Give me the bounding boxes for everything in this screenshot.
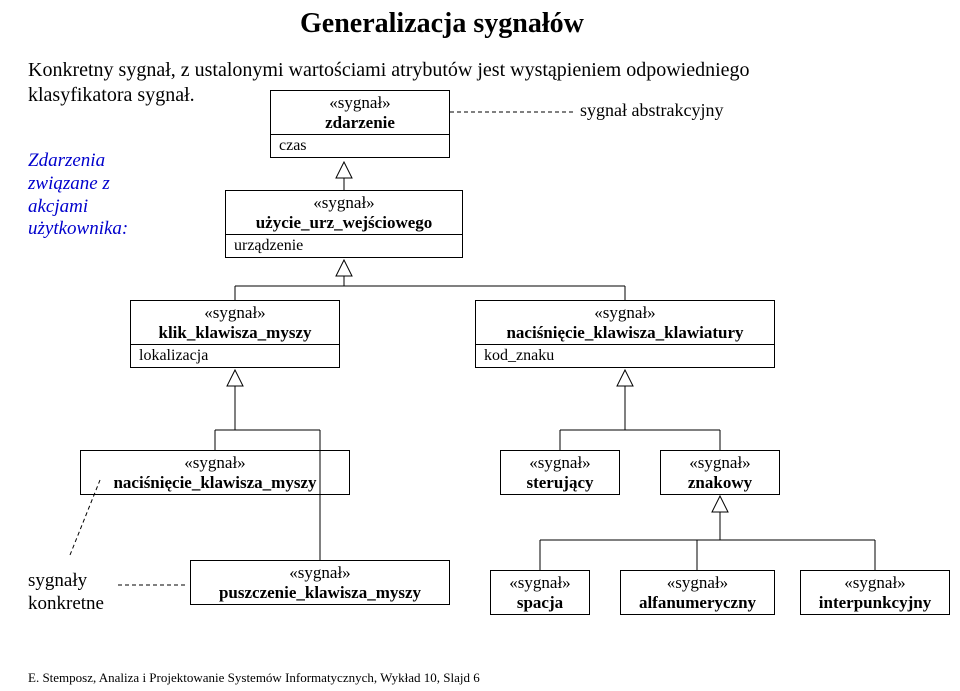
node-znakowy: «sygnał» znakowy xyxy=(660,450,780,495)
intro-line2: klasyfikatora sygnał. xyxy=(28,84,195,106)
abstract-signal-label: sygnał abstrakcyjny xyxy=(580,100,723,121)
side-label: Zdarzenia związane z akcjami użytkownika… xyxy=(28,150,128,241)
node-klik: «sygnał» klik_klawisza_myszy lokalizacja xyxy=(130,300,340,368)
concrete-signals-label: sygnały konkretne xyxy=(28,570,104,616)
node-nacis-mysz: «sygnał» naciśnięcie_klawisza_myszy xyxy=(80,450,350,495)
node-spacja: «sygnał» spacja xyxy=(490,570,590,615)
node-nacis-klaw: «sygnał» naciśnięcie_klawisza_klawiatury… xyxy=(475,300,775,368)
node-puszczenie: «sygnał» puszczenie_klawisza_myszy xyxy=(190,560,450,605)
intro-line1: Konkretny sygnał, z ustalonymi wartościa… xyxy=(28,59,750,81)
page-title: Generalizacja sygnałów xyxy=(300,8,584,40)
node-sterujacy: «sygnał» sterujący xyxy=(500,450,620,495)
node-uzycie: «sygnał» użycie_urz_wejściowego urządzen… xyxy=(225,190,463,258)
node-interp: «sygnał» interpunkcyjny xyxy=(800,570,950,615)
footer: E. Stemposz, Analiza i Projektowanie Sys… xyxy=(28,670,480,686)
node-alfanum: «sygnał» alfanumeryczny xyxy=(620,570,775,615)
node-zdarzenie: «sygnał» zdarzenie czas xyxy=(270,90,450,158)
